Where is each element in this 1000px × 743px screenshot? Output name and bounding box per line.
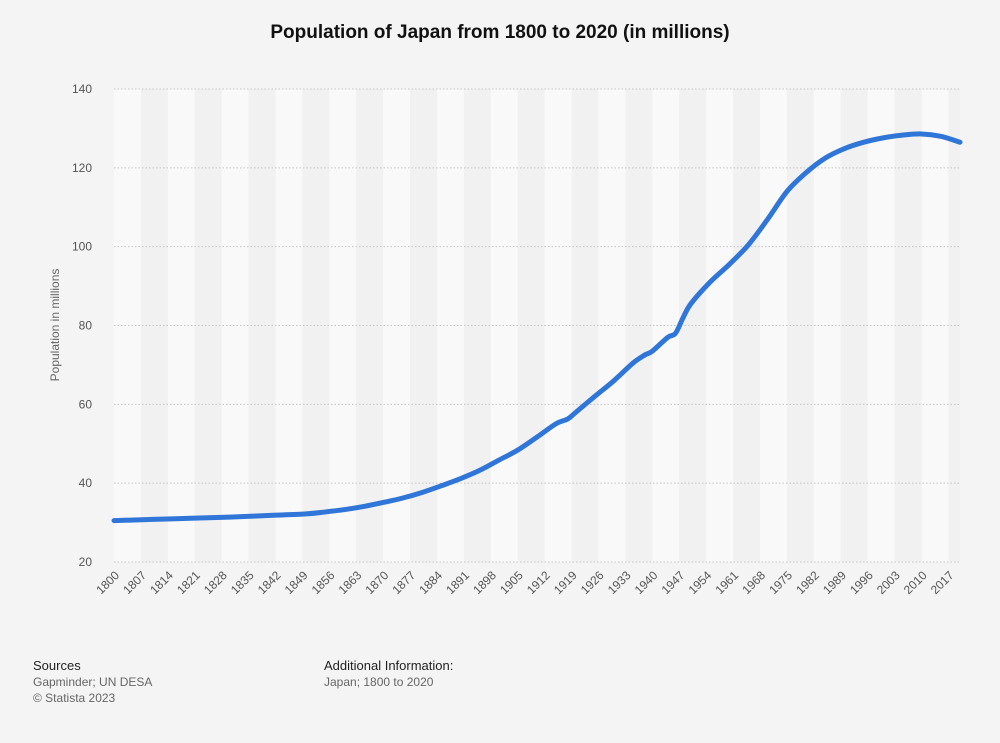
x-tick-label: 1975: [766, 568, 795, 597]
x-tick-label: 1912: [524, 568, 553, 597]
x-tick-label: 1835: [228, 568, 257, 597]
x-tick-label: 1891: [443, 568, 472, 597]
x-tick-label: 1814: [147, 568, 176, 597]
sources-text: Gapminder; UN DESA: [33, 675, 153, 689]
x-tick-label: 1898: [470, 568, 499, 597]
x-tick-label: 2003: [874, 568, 903, 597]
y-tick-label: 140: [72, 82, 92, 96]
sources-heading: Sources: [33, 658, 81, 673]
y-tick-label: 120: [72, 161, 92, 175]
series-group: [111, 131, 963, 524]
x-tick-label: 1926: [578, 568, 607, 597]
chart-title: Population of Japan from 1800 to 2020 (i…: [270, 22, 730, 43]
y-tick-label: 100: [72, 240, 92, 254]
x-tick-label: 1870: [363, 568, 392, 597]
x-tick-label: 1828: [201, 568, 230, 597]
x-tick-label: 1933: [605, 568, 634, 597]
x-tick-label: 1863: [336, 568, 365, 597]
x-tick-label: 1877: [389, 568, 418, 597]
y-tick-label: 60: [79, 397, 93, 411]
additional-info-heading: Additional Information:: [324, 658, 454, 673]
y-tick-label: 20: [79, 555, 93, 569]
x-axis-ticks: 1800180718141821182818351842184918561863…: [93, 568, 956, 597]
x-tick-label: 1989: [820, 568, 849, 597]
x-tick-label: 1982: [793, 568, 822, 597]
x-tick-label: 2010: [901, 568, 930, 597]
x-tick-label: 1961: [712, 568, 741, 597]
x-tick-label: 1968: [739, 568, 768, 597]
gridlines: [114, 88, 960, 563]
x-tick-label: 1849: [282, 568, 311, 597]
additional-info-text: Japan; 1800 to 2020: [324, 675, 434, 689]
x-tick-label: 1919: [551, 568, 580, 597]
x-tick-label: 2017: [928, 568, 957, 597]
y-axis-label: Population in millions: [48, 269, 62, 382]
y-axis-ticks: 20 40 60 80 100 120 140: [72, 82, 92, 569]
x-tick-label: 1940: [632, 568, 661, 597]
series-line: [111, 131, 963, 524]
x-tick-label: 1996: [847, 568, 876, 597]
copyright-text: © Statista 2023: [33, 691, 116, 705]
x-tick-label: 1821: [174, 568, 203, 597]
x-tick-label: 1884: [416, 568, 445, 597]
y-tick-label: 40: [79, 476, 93, 490]
x-tick-label: 1954: [686, 568, 715, 597]
x-tick-label: 1842: [255, 568, 284, 597]
x-tick-label: 1800: [93, 568, 122, 597]
sources-block: Sources Gapminder; UN DESA © Statista 20…: [33, 658, 152, 706]
x-tick-label: 1905: [497, 568, 526, 597]
x-tick-label: 1947: [659, 568, 688, 597]
x-tick-label: 1856: [309, 568, 338, 597]
x-tick-label: 1807: [120, 568, 149, 597]
additional-info-block: Additional Information: Japan; 1800 to 2…: [324, 658, 453, 690]
y-tick-label: 80: [79, 319, 93, 333]
